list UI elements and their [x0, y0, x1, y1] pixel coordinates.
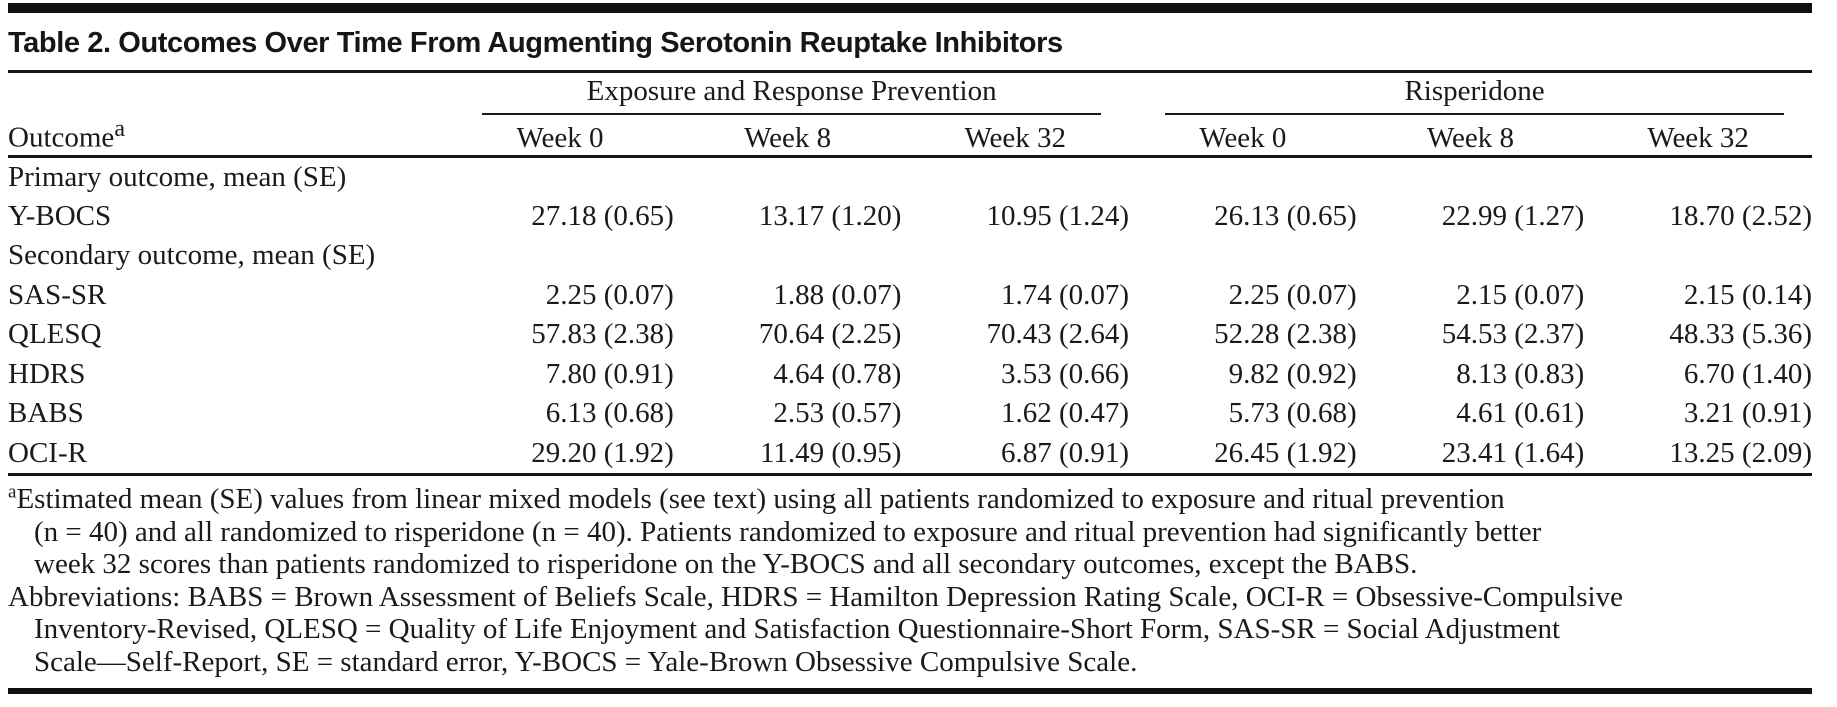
cell-value: 52.28 (2.38) — [1214, 318, 1357, 351]
cell-value: 2.53 (0.57) — [773, 397, 902, 430]
cell-value: 2.25 (0.07) — [545, 278, 674, 311]
group-header-spacer — [8, 75, 446, 115]
cell-value: 4.64 (0.78) — [773, 357, 902, 390]
cell-value: 3.21 (0.91) — [1683, 397, 1812, 430]
footnote-note-line-1: aEstimated mean (SE) values from linear … — [8, 481, 1812, 516]
cell-value: 27.18 (0.65) — [531, 200, 674, 233]
outcomes-table: Exposure and Response Prevention Risperi… — [8, 75, 1812, 476]
cell-value: 1.74 (0.07) — [1001, 278, 1130, 311]
cell-value: 2.25 (0.07) — [1228, 278, 1357, 311]
column-header-week32-erp: Week 32 — [901, 115, 1130, 158]
footnote-note-line-3: week 32 scores than patients randomized … — [34, 548, 1418, 581]
cell-value: 2.15 (0.14) — [1683, 278, 1812, 311]
cell-value: 26.13 (0.65) — [1214, 200, 1357, 233]
table-row-ocir: OCI-R 29.20 (1.92) 11.49 (0.95) 6.87 (0.… — [8, 434, 1812, 475]
cell-value: 70.64 (2.25) — [758, 318, 902, 351]
table-title: Table 2. Outcomes Over Time From Augment… — [8, 25, 1812, 73]
section-label: Primary outcome, mean (SE) — [8, 160, 347, 193]
cell-value: 6.70 (1.40) — [1683, 357, 1812, 390]
table-row-babs: BABS 6.13 (0.68) 2.53 (0.57) 1.62 (0.47)… — [8, 394, 1812, 433]
group-header-row: Exposure and Response Prevention Risperi… — [8, 75, 1812, 115]
footnote-abbrev-line-3: Scale—Self-Report, SE = standard error, … — [34, 645, 1138, 678]
footnote-note-line-2: (n = 40) and all randomized to risperido… — [34, 515, 1542, 548]
cell-value: 18.70 (2.52) — [1669, 200, 1812, 233]
column-header-week32-risp: Week 32 — [1584, 115, 1812, 158]
outcome-column-header: Outcomea — [8, 115, 447, 158]
cell-value: 1.62 (0.47) — [1001, 397, 1130, 430]
cell-value: 6.87 (0.91) — [1001, 436, 1130, 469]
footnote-abbrev-line-2: Inventory-Revised, QLESQ = Quality of Li… — [34, 613, 1561, 646]
footnote-text: Estimated mean (SE) values from linear m… — [16, 482, 1505, 515]
footnote-marker: a — [8, 481, 17, 503]
cell-value: 23.41 (1.64) — [1441, 436, 1585, 469]
cell-value: 70.43 (2.64) — [986, 318, 1130, 351]
table-row-hdrs: HDRS 7.80 (0.91) 4.64 (0.78) 3.53 (0.66)… — [8, 355, 1812, 394]
cell-value: 6.13 (0.68) — [545, 397, 674, 430]
group-header-risperidone-label: Risperidone — [1165, 75, 1784, 115]
row-label: OCI-R — [8, 436, 87, 469]
cell-value: 3.53 (0.66) — [1001, 357, 1130, 390]
group-header-risperidone: Risperidone — [1129, 75, 1812, 115]
cell-value: 8.13 (0.83) — [1456, 357, 1585, 390]
cell-value: 57.83 (2.38) — [531, 318, 674, 351]
outcome-column-label: Outcome — [8, 121, 115, 154]
top-rule — [8, 3, 1812, 13]
column-header-week0-risp: Week 0 — [1129, 115, 1357, 158]
group-header-erp: Exposure and Response Prevention — [446, 75, 1129, 115]
bottom-rule — [8, 688, 1812, 695]
cell-value: 2.15 (0.07) — [1456, 278, 1585, 311]
cell-value: 9.82 (0.92) — [1228, 357, 1357, 390]
section-row-primary: Primary outcome, mean (SE) — [8, 156, 1812, 197]
section-row-secondary: Secondary outcome, mean (SE) — [8, 236, 1812, 275]
table-row-ybocs: Y-BOCS 27.18 (0.65) 13.17 (1.20) 10.95 (… — [8, 197, 1812, 236]
cell-value: 7.80 (0.91) — [545, 357, 674, 390]
cell-value: 10.95 (1.24) — [986, 200, 1130, 233]
column-header-row: Outcomea Week 0 Week 8 Week 32 Week 0 We… — [8, 115, 1812, 158]
cell-value: 1.88 (0.07) — [773, 278, 902, 311]
cell-value: 26.45 (1.92) — [1214, 436, 1357, 469]
cell-value: 22.99 (1.27) — [1441, 200, 1585, 233]
cell-value: 5.73 (0.68) — [1228, 397, 1357, 430]
cell-value: 54.53 (2.37) — [1441, 318, 1585, 351]
row-label: SAS-SR — [8, 278, 107, 311]
row-label: Y-BOCS — [8, 200, 112, 233]
cell-value: 13.25 (2.09) — [1669, 436, 1812, 469]
cell-value: 4.61 (0.61) — [1456, 397, 1585, 430]
table-row-sassr: SAS-SR 2.25 (0.07) 1.88 (0.07) 1.74 (0.0… — [8, 276, 1812, 315]
column-header-week8-erp: Week 8 — [673, 115, 902, 158]
column-header-week8-risp: Week 8 — [1356, 115, 1585, 158]
footnote-abbrev-line-1: Abbreviations: BABS = Brown Assessment o… — [8, 580, 1623, 613]
column-header-week0-erp: Week 0 — [446, 115, 674, 158]
table-row-qlesq: QLESQ 57.83 (2.38) 70.64 (2.25) 70.43 (2… — [8, 315, 1812, 354]
cell-value: 11.49 (0.95) — [759, 436, 902, 469]
outcome-footnote-marker: a — [114, 115, 126, 142]
row-label: HDRS — [8, 357, 86, 390]
row-label: QLESQ — [8, 318, 102, 351]
cell-value: 13.17 (1.20) — [758, 200, 902, 233]
cell-value: 29.20 (1.92) — [531, 436, 674, 469]
row-label: BABS — [8, 397, 84, 430]
group-header-erp-label: Exposure and Response Prevention — [482, 75, 1102, 115]
table-footnotes: aEstimated mean (SE) values from linear … — [8, 481, 1812, 679]
section-label: Secondary outcome, mean (SE) — [8, 239, 376, 272]
cell-value: 48.33 (5.36) — [1669, 318, 1812, 351]
